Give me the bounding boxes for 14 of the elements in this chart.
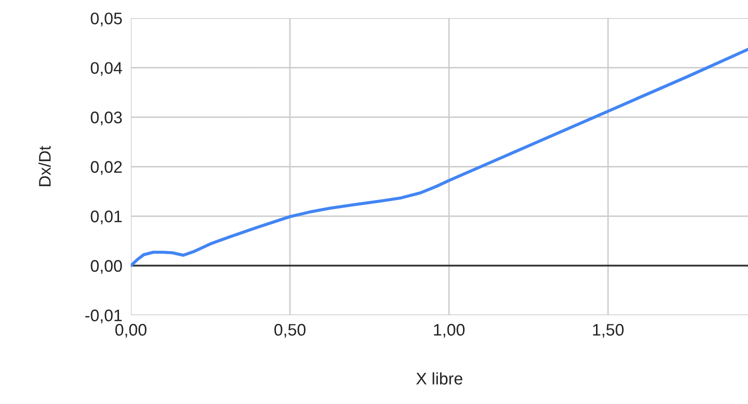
line-series: [130, 48, 748, 268]
y-tick-label: 0,03: [90, 112, 122, 126]
y-tick-label: -0,01: [85, 310, 122, 324]
x-tick-label: 1,50: [593, 324, 624, 338]
y-tick-label: 0,01: [90, 210, 122, 224]
x-tick-label: 1,00: [434, 324, 465, 338]
y-tick-label: 0,04: [90, 62, 122, 76]
y-tick-label: 0,00: [90, 260, 122, 274]
x-axis-title: X libre: [416, 372, 462, 385]
x-tick-label: 0,50: [274, 324, 306, 338]
y-tick-label: 0,02: [90, 161, 122, 175]
y-axis-title: Dx/Dt: [38, 146, 51, 186]
y-tick-label: 0,05: [90, 12, 122, 26]
x-tick-label: 0,00: [115, 324, 146, 338]
